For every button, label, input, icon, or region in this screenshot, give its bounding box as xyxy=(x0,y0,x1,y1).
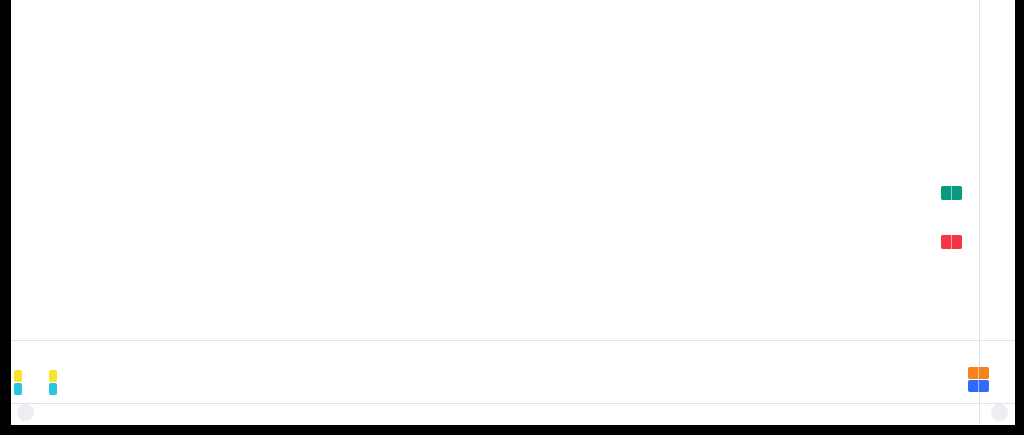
sma-fast-axis-badge xyxy=(941,235,962,249)
sma-fast-badge-label xyxy=(941,235,951,249)
chart-window-background xyxy=(11,0,1015,425)
stoch-k-badge-value xyxy=(978,380,989,392)
autoscale-button[interactable] xyxy=(991,404,1008,421)
sma-slow-legend-row[interactable] xyxy=(48,23,76,36)
stoch-d-badge-value xyxy=(978,367,989,379)
rsi-ma-name-chip xyxy=(49,370,57,382)
rsi-ma-value-chip xyxy=(14,370,22,382)
sma-slow-axis-badge xyxy=(941,186,962,200)
sma-fast-badge-value xyxy=(951,235,962,249)
price-axis-separator[interactable] xyxy=(979,0,980,425)
symbol-legend xyxy=(48,0,76,36)
symbol-title-row[interactable] xyxy=(48,0,76,10)
stoch-d-axis-badge xyxy=(968,367,989,379)
stoch-d-badge-label xyxy=(968,367,978,379)
time-axis-separator[interactable] xyxy=(11,403,1015,404)
timezone-button[interactable] xyxy=(17,404,34,421)
sma-fast-legend-row[interactable] xyxy=(48,10,76,23)
panel-separator[interactable] xyxy=(11,340,1015,341)
sma-slow-badge-label xyxy=(941,186,951,200)
stoch-k-axis-badge xyxy=(968,380,989,392)
sma-slow-badge-value xyxy=(951,186,962,200)
stoch-k-badge-label xyxy=(968,380,978,392)
rsi-value-chip xyxy=(14,383,22,395)
stoch-legend-row[interactable] xyxy=(48,348,63,359)
rsi-name-chip xyxy=(49,383,57,395)
